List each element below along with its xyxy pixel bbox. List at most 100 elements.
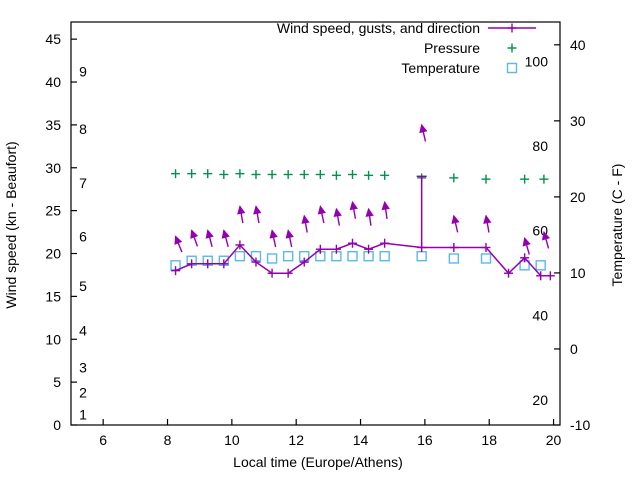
- plot-border: [70, 21, 561, 426]
- y-left-tick-label: 10: [45, 331, 61, 347]
- pressure-point: [364, 170, 374, 180]
- wind-direction-arrow: [541, 230, 551, 249]
- wind-direction-arrow: [269, 229, 278, 248]
- fahrenheit-label: 100: [525, 54, 549, 70]
- wind-speed-point: [171, 266, 181, 276]
- y-left-tick-label: 5: [53, 374, 61, 390]
- pressure-point: [539, 174, 549, 184]
- y-right-tick-label: 0: [570, 341, 578, 357]
- temperature-point: [234, 250, 246, 262]
- beaufort-label: 6: [79, 228, 87, 244]
- chart-legend: Wind speed, gusts, and direction Pressure…: [277, 20, 536, 76]
- y-right-tick-label: 10: [570, 265, 586, 281]
- wind-speed-point: [520, 253, 530, 263]
- pressure-point: [299, 169, 309, 179]
- wind-speed-point: [235, 240, 245, 250]
- legend-plus-icon: [507, 43, 517, 53]
- beaufort-label: 3: [79, 360, 87, 376]
- x-tick-label: 8: [164, 432, 172, 448]
- legend-label: Wind speed, gusts, and direction: [277, 20, 480, 36]
- y-left-tick-label: 25: [45, 203, 61, 219]
- y-left-tick-label: 35: [45, 117, 61, 133]
- pressure-point: [347, 169, 357, 179]
- legend-marker: [488, 23, 536, 33]
- wind-speed-point: [219, 259, 229, 269]
- wind-direction-arrow: [190, 229, 199, 247]
- wind-speed-point: [203, 259, 213, 269]
- wind-speed-point: [251, 257, 261, 267]
- beaufort-label: 9: [79, 64, 87, 80]
- wind-direction-arrow: [205, 229, 214, 247]
- temperature-point: [535, 260, 546, 271]
- pressure-point: [187, 169, 197, 179]
- y-axis-right-title: Temperature (C - F): [609, 164, 625, 287]
- x-tick-label: 6: [99, 432, 107, 448]
- beaufort-scale-labels: 1 2 3 4 5 6 7 8 9: [79, 64, 87, 423]
- pressure-point: [203, 169, 213, 179]
- wind-direction-arrow: [419, 123, 428, 142]
- wind-speed-point: [504, 268, 514, 278]
- y-left-tick-label: 30: [45, 160, 61, 176]
- wind-direction-arrow: [381, 200, 390, 219]
- fahrenheit-label: 80: [532, 138, 548, 154]
- beaufort-label: 4: [79, 323, 87, 339]
- pressure-point: [380, 170, 390, 180]
- y-axis-left-ticks: 0 5 10 15 20 25 30 35 40 45: [45, 31, 77, 433]
- y-left-tick-label: 45: [45, 31, 61, 47]
- temperature-point: [282, 250, 294, 262]
- temperature-point: [379, 250, 390, 262]
- wind-direction-arrow: [174, 235, 183, 253]
- x-tick-label: 12: [288, 432, 304, 448]
- y-left-tick-label: 40: [45, 74, 61, 90]
- wind-speed-point: [267, 268, 277, 278]
- series-wind-speed: [171, 175, 555, 281]
- x-axis-title: Local time (Europe/Athens): [233, 454, 403, 470]
- wind-direction-arrow: [483, 214, 492, 233]
- wind-direction-arrow: [317, 205, 326, 224]
- legend-plus-icon: [507, 23, 517, 33]
- fahrenheit-label: 40: [532, 308, 548, 324]
- wind-direction-arrow: [237, 205, 246, 224]
- pressure-point: [315, 169, 325, 179]
- y-left-tick-label: 20: [45, 246, 61, 262]
- y-left-tick-label: 0: [53, 417, 61, 433]
- pressure-point: [283, 169, 293, 179]
- legend-marker: [506, 62, 518, 74]
- x-tick-label: 14: [353, 432, 369, 448]
- wind-direction-arrow: [451, 214, 460, 233]
- legend-label: Temperature: [401, 60, 480, 76]
- wind-direction-arrow: [333, 207, 342, 226]
- wind-speed-point: [283, 268, 293, 278]
- y-left-tick-label: 15: [45, 288, 61, 304]
- wind-speed-point: [299, 257, 309, 267]
- wind-speed-point: [315, 244, 325, 254]
- temperature-point: [448, 253, 460, 264]
- gust-error-bar: [416, 175, 427, 248]
- beaufort-label: 5: [79, 278, 87, 294]
- series-pressure: [171, 169, 549, 184]
- y-right-tick-label: 30: [570, 113, 586, 129]
- fahrenheit-label: 20: [532, 392, 548, 408]
- pressure-point: [219, 169, 229, 179]
- wind-direction-arrow: [301, 214, 310, 233]
- wind-direction-arrow: [349, 200, 358, 219]
- y-axis-left-title: Wind speed (kn - Beaufort): [3, 141, 19, 308]
- x-tick-label: 20: [546, 432, 562, 448]
- wind-speed-point: [347, 238, 357, 248]
- legend-marker: [507, 43, 517, 53]
- wind-direction-arrows: [174, 123, 551, 255]
- plot-frame: [70, 21, 561, 426]
- wind-speed-point: [331, 244, 341, 254]
- pressure-point: [171, 169, 181, 179]
- wind-speed-point: [481, 243, 491, 253]
- legend-label: Pressure: [424, 40, 480, 56]
- wind-speed-point: [449, 243, 459, 253]
- legend-square-icon: [506, 62, 518, 74]
- pressure-point: [520, 174, 530, 184]
- pressure-point: [481, 174, 491, 184]
- temperature-point: [347, 250, 358, 262]
